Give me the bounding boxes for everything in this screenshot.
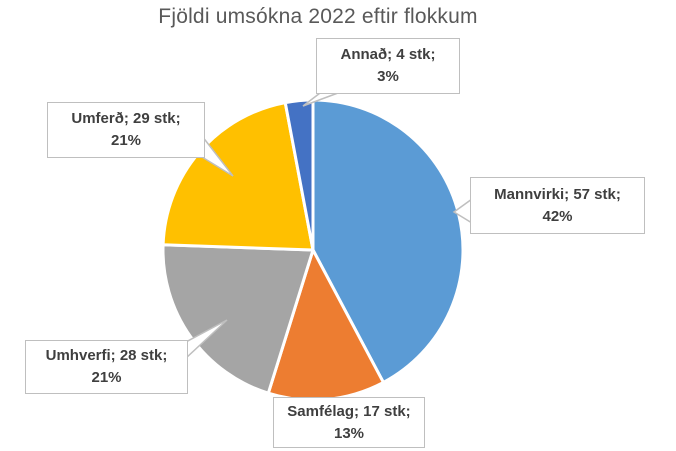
data-label-text: Mannvirki; 57 stk; [494,185,621,203]
data-label-text: Umhverfi; 28 stk; [45,347,168,364]
data-label-percent: 21% [110,132,142,149]
data-label-umhverfi[interactable]: Umhverfi; 28 stk; 21% [25,340,188,394]
data-label-text: Umferð; 29 stk; [71,110,181,127]
data-label-text: Annað; 4 stk; [340,46,436,63]
data-label-text: Samfélag; 17 stk; [287,402,411,420]
data-label-mannvirki[interactable]: Mannvirki; 57 stk; 42% [470,177,645,234]
data-label-percent: 13% [333,424,365,442]
data-label-percent: 3% [377,68,399,85]
chart-title: Fjöldi umsókna 2022 eftir flokkum [158,5,478,28]
data-label-annad[interactable]: Annað; 4 stk; 3% [316,38,460,94]
data-label-samfelag[interactable]: Samfélag; 17 stk; 13% [273,397,425,448]
data-label-percent: 21% [91,369,122,386]
data-label-umferd[interactable]: Umferð; 29 stk; 21% [47,102,205,158]
pie-slice-umhverfi[interactable] [161,243,315,395]
pie-slices [161,98,465,402]
data-label-percent: 42% [542,207,573,225]
